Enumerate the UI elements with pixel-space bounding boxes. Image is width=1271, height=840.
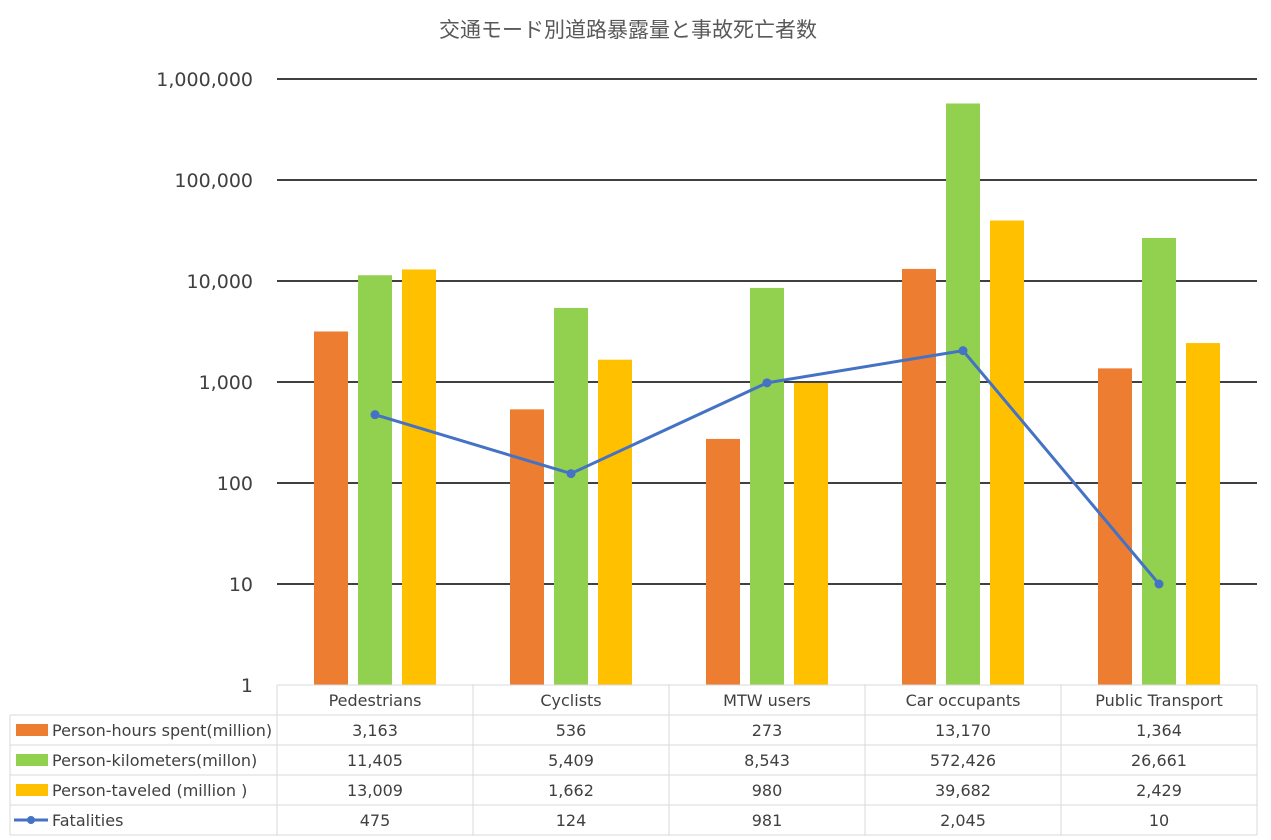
table-cell-value: 26,661 [1131, 751, 1187, 770]
legend-key [16, 754, 48, 766]
table-cell-value: 2,429 [1136, 781, 1182, 800]
x-category-label: MTW users [723, 691, 811, 710]
bar [1186, 343, 1220, 685]
legend-key [16, 784, 48, 796]
legend-key [27, 816, 35, 824]
y-tick-label: 10 [229, 574, 253, 596]
bar [598, 359, 632, 685]
legend-key [16, 724, 48, 736]
table-cell-value: 11,405 [347, 751, 403, 770]
legend-label: Person-hours spent(million) [52, 721, 272, 740]
line-point [566, 469, 576, 479]
table-cell-value: 536 [556, 721, 587, 740]
table-cell-value: 8,543 [744, 751, 790, 770]
data-table: Pedestrians Cyclists MTW users Car occupant… [9, 684, 1258, 836]
bars [314, 103, 1220, 686]
y-axis-ticks: 1 10 100 1,000 10,000 100,000 1,000,000 [156, 69, 253, 697]
bar [402, 269, 436, 685]
bar [358, 275, 392, 685]
y-tick-label: 1 [241, 675, 253, 697]
table-cell-value: 2,045 [940, 811, 986, 830]
table-cell-value: 980 [752, 781, 783, 800]
y-tick-label: 1,000,000 [156, 69, 253, 91]
table-cell-value: 5,409 [548, 751, 594, 770]
bar [902, 268, 936, 685]
y-tick-label: 100 [217, 473, 253, 495]
line-point [370, 410, 380, 420]
y-tick-label: 100,000 [174, 170, 253, 192]
bar [946, 103, 980, 686]
table-cell-value: 124 [556, 811, 587, 830]
x-category-label: Pedestrians [329, 691, 422, 710]
table-cell-value: 273 [752, 721, 783, 740]
table-cell-value: 10 [1149, 811, 1169, 830]
legend-label: Fatalities [52, 811, 123, 830]
table-cell-value: 39,682 [935, 781, 991, 800]
bar [1098, 368, 1132, 685]
y-tick-label: 10,000 [187, 271, 253, 293]
legend-label: Person-kilometers(millon) [52, 751, 257, 770]
bar [510, 409, 544, 685]
table-cell-value: 981 [752, 811, 783, 830]
line-point [762, 378, 772, 388]
table-cell-value: 475 [360, 811, 391, 830]
x-category-label: Public Transport [1095, 691, 1223, 710]
bar [554, 307, 588, 685]
table-cell-value: 3,163 [352, 721, 398, 740]
bar [990, 220, 1024, 685]
bar [750, 287, 784, 685]
table-cell-value: 13,009 [347, 781, 403, 800]
fatalities-line [370, 346, 1164, 589]
table-cell-value: 13,170 [935, 721, 991, 740]
line-point [1154, 579, 1164, 589]
line-point [958, 346, 968, 356]
table-cell-value: 572,426 [930, 751, 996, 770]
legend-label: Person-taveled (million ) [52, 781, 247, 800]
table-cell-value: 1,662 [548, 781, 594, 800]
chart-title: 交通モード別道路暴露量と事故死亡者数 [439, 18, 817, 42]
bar [794, 382, 828, 685]
bar [1142, 237, 1176, 685]
table-cell-value: 1,364 [1136, 721, 1182, 740]
bar [706, 438, 740, 685]
x-category-label: Car occupants [906, 691, 1021, 710]
y-tick-label: 1,000 [199, 372, 253, 394]
bar [314, 331, 348, 685]
x-category-label: Cyclists [540, 691, 601, 710]
